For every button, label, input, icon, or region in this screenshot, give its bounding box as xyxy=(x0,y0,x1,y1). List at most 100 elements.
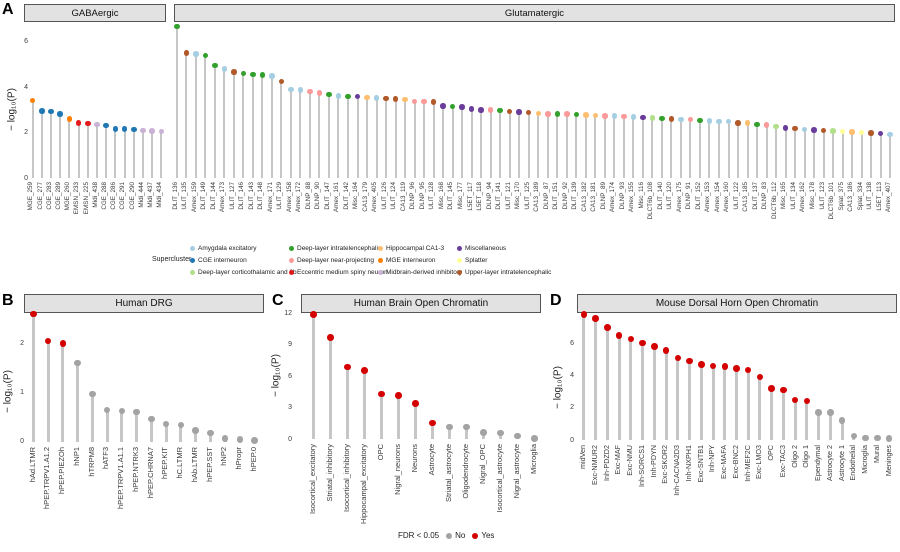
lollipop-dot xyxy=(649,115,656,121)
supercluster-legend-title: Supercluster xyxy=(152,256,192,263)
lollipop-dot xyxy=(768,385,775,392)
lollipop-dot xyxy=(839,128,846,135)
x-axis-label: hTRPM8 xyxy=(86,447,96,477)
lollipop-dot xyxy=(630,114,637,120)
lollipop-dot xyxy=(763,122,770,128)
x-axis-label: CGE_286 xyxy=(110,182,118,210)
lollipop-dot xyxy=(531,435,538,442)
x-axis-label: hC.LTMR xyxy=(175,447,185,479)
x-axis-label: DLIT_143 xyxy=(247,182,255,210)
lollipop-stem xyxy=(76,362,80,442)
lollipop-dot xyxy=(627,335,635,343)
lollipop-dot xyxy=(316,90,323,96)
x-axis-label: Oligodendrocyte xyxy=(460,444,470,499)
x-axis-label: Exc-BNC2 xyxy=(730,445,740,479)
lollipop-stem xyxy=(699,364,703,440)
lollipop-dot xyxy=(392,96,399,102)
lollipop-dot xyxy=(411,98,418,105)
lollipop-dot xyxy=(30,310,37,318)
lollipop-stem xyxy=(114,128,117,178)
lollipop-dot xyxy=(877,130,884,137)
lollipop-dot xyxy=(697,117,703,124)
lollipop-stem xyxy=(499,433,502,440)
panel-d-letter: D xyxy=(550,292,562,309)
lollipop-dot xyxy=(706,118,713,124)
lollipop-stem xyxy=(556,113,559,178)
x-axis-label: ULIT_134 xyxy=(789,182,797,210)
lollipop-dot xyxy=(815,409,822,416)
lollipop-dot xyxy=(686,357,693,365)
lollipop-dot xyxy=(449,103,456,110)
lollipop-dot xyxy=(430,99,437,105)
x-axis-label: DLNP_93 xyxy=(618,182,626,210)
supercluster-label: Deep-layer corticothalamic and 6b xyxy=(198,268,297,276)
lollipop-dot xyxy=(545,111,551,117)
fdr-yes-label: Yes xyxy=(481,531,495,540)
facet-strip-glutamatergic: Glutamatergic xyxy=(174,4,895,22)
lollipop-stem xyxy=(651,118,654,178)
lollipop-dot xyxy=(580,311,588,318)
fdr-legend: FDR < 0.05 No Yes xyxy=(398,531,494,540)
x-axis-label: Amex_162 xyxy=(799,182,807,213)
lollipop-stem xyxy=(565,114,568,178)
x-axis-label: EMSN_233 xyxy=(73,182,81,215)
x-axis-label: Misc_177 xyxy=(457,182,464,209)
lollipop-dot xyxy=(74,359,81,367)
lollipop-stem xyxy=(385,98,388,178)
supercluster-dot-icon xyxy=(289,269,294,275)
x-axis-label: Amex_171 xyxy=(266,182,274,213)
lollipop-dot xyxy=(383,95,389,102)
lollipop-dot xyxy=(640,114,646,121)
lollipop-dot xyxy=(29,97,36,104)
x-axis-label: DLIT_139 xyxy=(571,182,579,210)
y-tick-label: 0 xyxy=(570,436,574,444)
lollipop-stem xyxy=(208,432,212,442)
y-tick-label: 2 xyxy=(570,404,574,412)
lollipop-stem xyxy=(105,125,108,178)
lollipop-dot xyxy=(497,429,504,437)
x-axis-label: DLCT6b_101 xyxy=(828,182,835,220)
lollipop-dot xyxy=(395,392,402,399)
fdr-no-dot-icon xyxy=(446,532,453,539)
lollipop-dot xyxy=(421,98,427,105)
x-axis-label: ULIT_123 xyxy=(818,182,826,210)
x-axis-label: L5ET_117 xyxy=(466,182,474,211)
x-axis-label: DLNP_83 xyxy=(761,182,769,210)
lollipop-stem xyxy=(465,427,468,440)
x-axis-label: Astrocyte 2 xyxy=(824,445,834,481)
lollipop-stem xyxy=(329,337,332,440)
lollipop-stem xyxy=(448,427,451,440)
lollipop-dot xyxy=(858,129,865,136)
x-axis-label: Meninges xyxy=(883,445,893,477)
lollipop-stem xyxy=(527,112,530,178)
x-axis-label: DLIT_136 xyxy=(171,182,179,210)
lollipop-dot xyxy=(174,23,180,30)
x-axis-label: ULIT_122 xyxy=(732,182,740,210)
x-axis-label: DLCT6b_112 xyxy=(770,182,778,219)
lollipop-stem xyxy=(860,132,863,178)
lollipop-dot xyxy=(868,130,874,136)
lollipop-stem xyxy=(482,432,485,440)
lollipop-dot xyxy=(236,436,244,443)
lollipop-dot xyxy=(478,107,484,113)
lollipop-stem xyxy=(832,130,835,178)
lollipop-dot xyxy=(573,111,580,118)
lollipop-dot xyxy=(621,113,627,119)
x-axis-label: Astrocyte 1 xyxy=(836,445,846,481)
y-tick-label: 9 xyxy=(288,341,292,349)
y-tick-label: 0 xyxy=(20,438,24,446)
x-axis-label: hPropr xyxy=(234,447,244,470)
y-tick-label: 2 xyxy=(24,129,28,137)
x-axis-label: Inh-NPY xyxy=(707,445,717,473)
lollipop-dot xyxy=(887,131,893,138)
lollipop-stem xyxy=(346,366,349,440)
x-axis-label: L5ET_118 xyxy=(476,182,484,211)
lollipop-dot xyxy=(278,78,285,85)
lollipop-dot xyxy=(773,123,779,130)
lollipop-dot xyxy=(849,129,855,135)
x-axis-label: DLNP_94 xyxy=(485,182,493,210)
x-axis-label: Amex_173 xyxy=(219,182,227,213)
lollipop-dot xyxy=(48,108,54,114)
lollipop-dot xyxy=(103,122,109,129)
x-axis-label: DLNP_88 xyxy=(304,182,312,210)
